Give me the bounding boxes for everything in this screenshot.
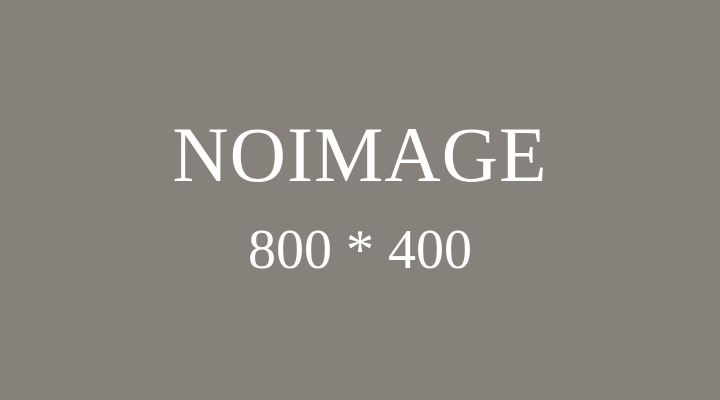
placeholder-dimensions: 800 * 400 xyxy=(248,219,472,281)
placeholder-title: NOIMAGE xyxy=(172,111,548,198)
